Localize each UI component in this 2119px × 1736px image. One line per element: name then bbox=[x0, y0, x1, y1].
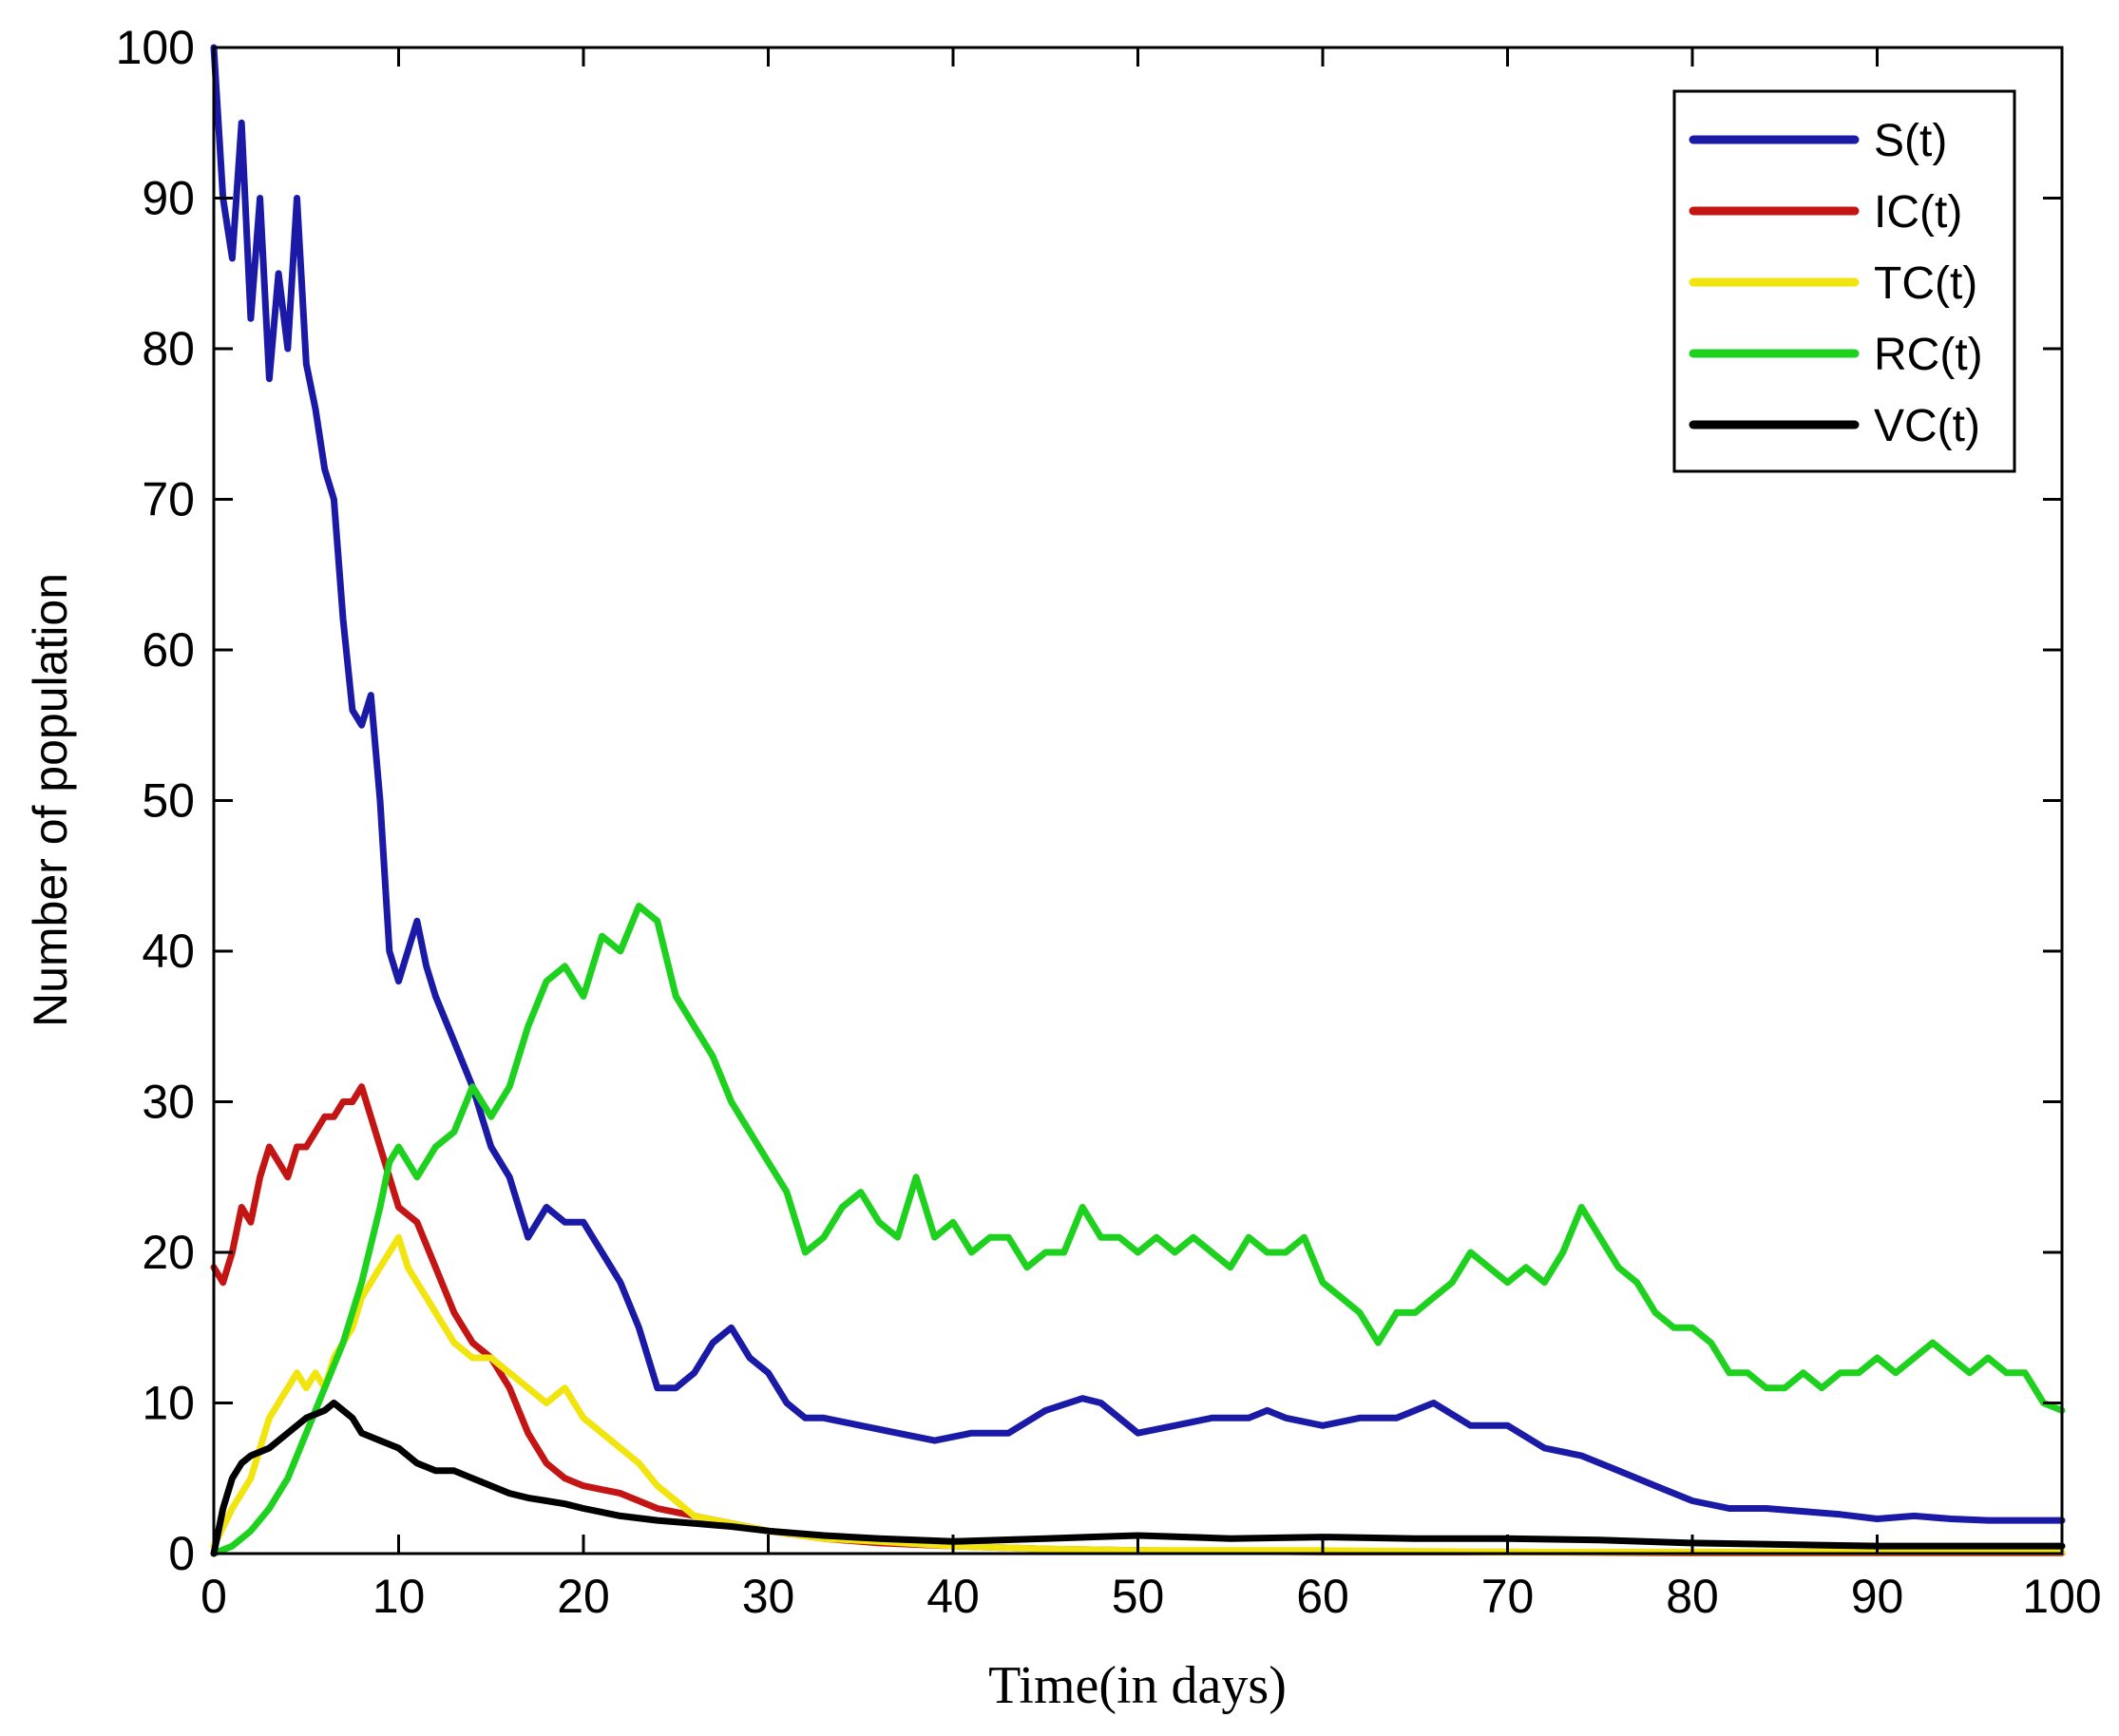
x-tick-label: 0 bbox=[200, 1570, 227, 1623]
x-tick-label: 50 bbox=[1112, 1570, 1165, 1623]
series-line-0 bbox=[210, 44, 2066, 1524]
x-axis-title: Time(in days) bbox=[988, 1656, 1287, 1715]
x-tick-label: 10 bbox=[372, 1570, 426, 1623]
y-tick-label: 80 bbox=[142, 322, 195, 375]
series-line-4 bbox=[210, 1400, 2066, 1557]
y-tick-label: 60 bbox=[142, 623, 195, 677]
tick-layer: 0 10 20 30 40 50 60 70 80 90 100 0 10 20 30 40 50 60 70 80 9… bbox=[116, 21, 2102, 1623]
y-tick-label: 40 bbox=[142, 925, 195, 978]
y-tick-label: 20 bbox=[142, 1226, 195, 1279]
series-layer bbox=[210, 44, 2066, 1557]
legend-label-4: VC(t) bbox=[1874, 401, 1980, 451]
legend: S(t) IC(t) TC(t) RC(t) VC(t) bbox=[1672, 89, 2016, 473]
x-tick-label: 90 bbox=[1851, 1570, 1904, 1623]
x-tick-label: 100 bbox=[2022, 1570, 2101, 1623]
y-tick-label: 10 bbox=[142, 1377, 195, 1430]
legend-label-0: S(t) bbox=[1874, 116, 1947, 166]
y-tick-label: 70 bbox=[142, 473, 195, 526]
x-tick-label: 80 bbox=[1666, 1570, 1719, 1623]
x-tick-label: 20 bbox=[557, 1570, 610, 1623]
x-tick-label: 30 bbox=[742, 1570, 795, 1623]
y-tick-label: 90 bbox=[142, 172, 195, 225]
legend-label-3: RC(t) bbox=[1874, 330, 1983, 380]
series-line-3 bbox=[210, 903, 2066, 1557]
legend-label-1: IC(t) bbox=[1874, 187, 1962, 238]
legend-label-2: TC(t) bbox=[1874, 258, 1977, 309]
series-line-2 bbox=[210, 1233, 2066, 1555]
x-tick-label: 70 bbox=[1481, 1570, 1535, 1623]
x-tick-label: 60 bbox=[1296, 1570, 1349, 1623]
y-tick-label: 30 bbox=[142, 1076, 195, 1129]
x-tick-label: 40 bbox=[926, 1570, 980, 1623]
y-axis-title: Number of population bbox=[24, 573, 77, 1027]
y-tick-label: 0 bbox=[168, 1527, 195, 1580]
y-tick-label: 50 bbox=[142, 774, 195, 828]
y-tick-label: 100 bbox=[116, 21, 195, 74]
